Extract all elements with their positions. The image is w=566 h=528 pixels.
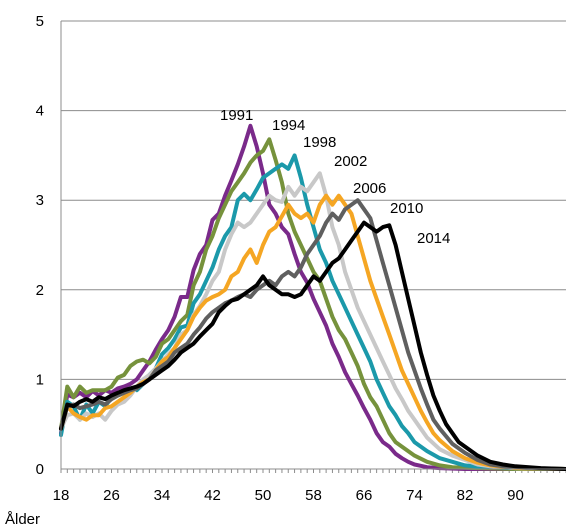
x-tick-label: 58 bbox=[305, 487, 322, 504]
series-label-2014: 2014 bbox=[417, 230, 450, 247]
series-label-1998: 1998 bbox=[303, 134, 336, 151]
y-tick-label: 2 bbox=[36, 282, 44, 299]
x-tick-label: 90 bbox=[507, 487, 524, 504]
y-axis-tick-labels: 0 1 2 3 4 5 bbox=[36, 13, 44, 478]
x-axis-title: Ålder bbox=[5, 511, 40, 528]
series-lines bbox=[59, 123, 566, 471]
series-label-2002: 2002 bbox=[334, 153, 367, 170]
series-label-1991: 1991 bbox=[220, 107, 253, 124]
series-line-2010 bbox=[59, 198, 566, 471]
series-line-1994 bbox=[59, 137, 566, 471]
x-tick-label: 82 bbox=[457, 487, 474, 504]
series-line-1991 bbox=[59, 123, 566, 471]
y-tick-label: 1 bbox=[36, 371, 44, 388]
series-line-1998 bbox=[59, 153, 566, 471]
gridlines bbox=[61, 20, 566, 380]
x-tick-label: 66 bbox=[356, 487, 373, 504]
y-tick-label: 3 bbox=[36, 192, 44, 209]
axes bbox=[60, 21, 566, 470]
x-tick-label: 18 bbox=[53, 487, 70, 504]
series-line-2014 bbox=[59, 220, 566, 471]
series-line-2006 bbox=[59, 193, 566, 471]
x-axis-tick-labels: 18 26 34 42 50 58 66 74 82 90 bbox=[53, 487, 524, 504]
series-label-2010: 2010 bbox=[390, 200, 423, 217]
x-tick-label: 42 bbox=[204, 487, 221, 504]
x-tick-label: 50 bbox=[255, 487, 272, 504]
series-label-1994: 1994 bbox=[272, 117, 305, 134]
series-line-2002 bbox=[59, 171, 566, 471]
y-tick-label: 0 bbox=[36, 461, 44, 478]
y-tick-label: 4 bbox=[36, 103, 44, 120]
y-tick-label: 5 bbox=[36, 13, 44, 30]
series-label-2006: 2006 bbox=[353, 180, 386, 197]
x-tick-label: 34 bbox=[154, 487, 171, 504]
x-tick-label: 26 bbox=[103, 487, 120, 504]
x-tick-label: 74 bbox=[406, 487, 423, 504]
